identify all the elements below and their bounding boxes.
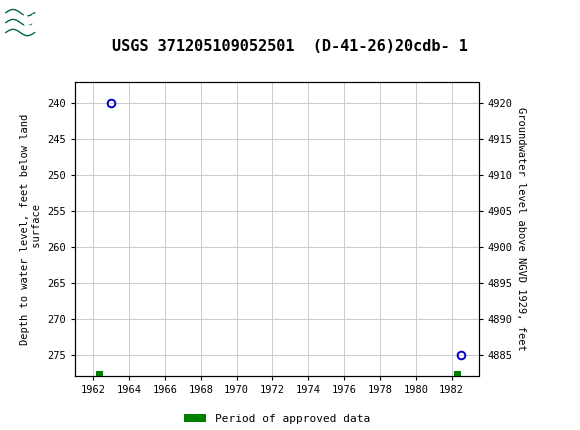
Bar [96,371,103,376]
Legend: Period of approved data: Period of approved data [179,409,375,428]
Bar [5,3,71,42]
Bar [454,371,462,376]
Text: USGS: USGS [21,13,81,32]
Y-axis label: Depth to water level, feet below land
 surface: Depth to water level, feet below land su… [20,114,42,344]
Text: USGS 371205109052501  (D-41-26)20cdb- 1: USGS 371205109052501 (D-41-26)20cdb- 1 [112,39,468,54]
Y-axis label: Groundwater level above NGVD 1929, feet: Groundwater level above NGVD 1929, feet [516,107,527,351]
